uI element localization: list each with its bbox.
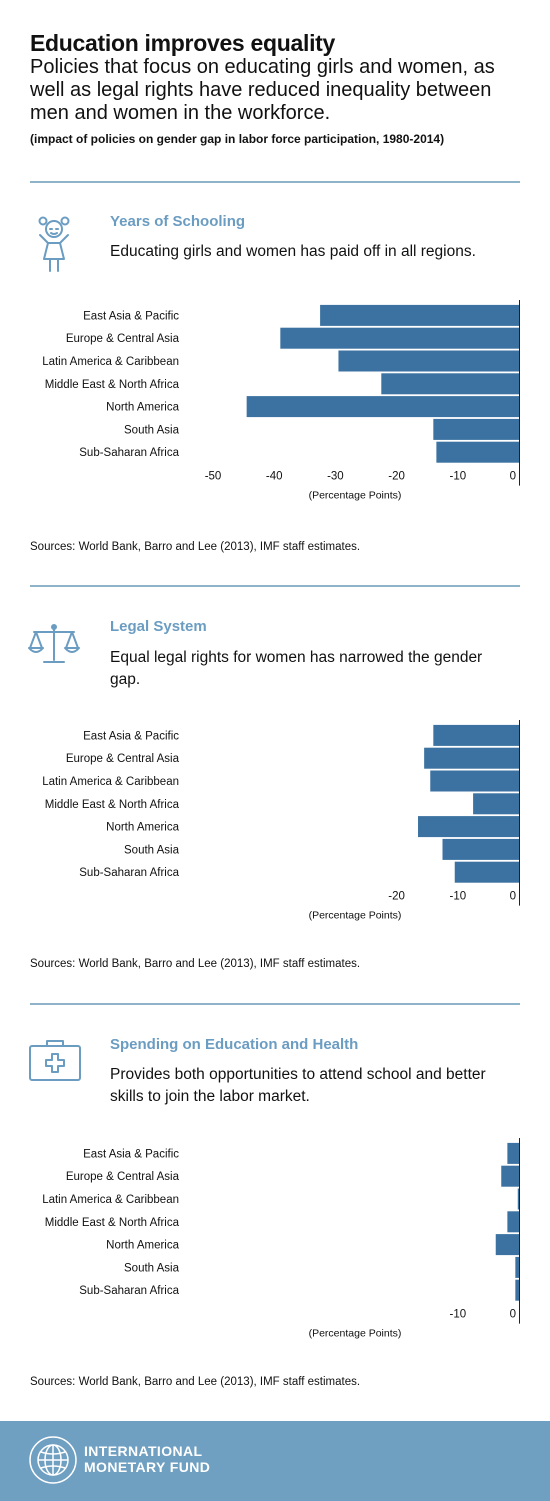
section-heading: Legal System xyxy=(110,618,207,635)
tick-label: -50 xyxy=(205,471,222,483)
category-label: Middle East & North Africa xyxy=(45,799,180,811)
category-label: Sub-Saharan Africa xyxy=(79,447,179,459)
page-note: (impact of policies on gender gap in lab… xyxy=(30,132,445,146)
bar xyxy=(430,770,519,792)
category-label: Middle East & North Africa xyxy=(45,1217,180,1229)
bar xyxy=(433,724,519,746)
bar xyxy=(517,1188,519,1210)
imf-seal-icon xyxy=(29,1436,77,1484)
category-label: North America xyxy=(106,1240,179,1252)
chart-spending: East Asia & Pacific Europe & Central Asia… xyxy=(42,1138,520,1340)
bar xyxy=(507,1211,519,1233)
section-divider xyxy=(30,1003,520,1005)
section-heading: Spending on Education and Health xyxy=(110,1036,359,1053)
axis-label: (Percentage Points) xyxy=(309,1328,402,1340)
category-label: Europe & Central Asia xyxy=(66,333,180,345)
axis-label: (Percentage Points) xyxy=(309,490,402,502)
category-label: South Asia xyxy=(124,424,180,436)
section-description: Educating girls and women has paid off i… xyxy=(110,243,476,260)
category-label: Latin America & Caribbean xyxy=(42,356,179,368)
category-label: Sub-Saharan Africa xyxy=(79,867,179,879)
bar xyxy=(495,1234,519,1256)
tick-label: -10 xyxy=(449,1309,466,1321)
category-label: Sub-Saharan Africa xyxy=(79,1285,179,1297)
category-label: East Asia & Pacific xyxy=(83,1148,179,1160)
footer: INTERNATIONAL MONETARY FUND xyxy=(0,1421,550,1501)
bar xyxy=(473,793,519,815)
bar xyxy=(280,327,519,349)
bar xyxy=(338,350,519,372)
bar xyxy=(246,396,519,418)
tick-label: -10 xyxy=(449,471,466,483)
tick-label: -10 xyxy=(449,891,466,903)
bar xyxy=(515,1256,519,1278)
tick-label: -30 xyxy=(327,471,344,483)
bar xyxy=(424,747,519,769)
category-label: Europe & Central Asia xyxy=(66,1171,180,1183)
bar xyxy=(442,838,519,860)
first-aid-kit-icon xyxy=(29,1040,81,1081)
bar xyxy=(436,441,519,463)
category-label: South Asia xyxy=(124,844,180,856)
section-divider xyxy=(30,181,520,183)
tick-label: 0 xyxy=(510,471,516,483)
axis-label: (Percentage Points) xyxy=(309,910,402,922)
section-divider xyxy=(30,585,520,587)
bar xyxy=(515,1279,519,1301)
tick-label: -40 xyxy=(266,471,283,483)
bar xyxy=(320,304,519,326)
bar xyxy=(381,373,519,395)
tick-label: -20 xyxy=(388,471,405,483)
category-label: Latin America & Caribbean xyxy=(42,1194,179,1206)
section-description: Provides both opportunities to attend sc… xyxy=(110,1066,486,1105)
bar xyxy=(507,1142,519,1164)
page-title: Education improves equality xyxy=(30,30,336,56)
tick-label: -20 xyxy=(388,891,405,903)
girl-icon xyxy=(38,216,70,272)
chart-schooling: East Asia & Pacific Europe & Central Asia… xyxy=(42,300,520,502)
chart-legal: East Asia & Pacific Europe & Central Asia… xyxy=(42,720,520,922)
bar xyxy=(454,861,519,883)
category-label: South Asia xyxy=(124,1262,180,1274)
scales-icon xyxy=(28,624,80,663)
bar xyxy=(418,816,519,838)
category-label: Middle East & North Africa xyxy=(45,379,180,391)
category-label: North America xyxy=(106,402,179,414)
page-subtitle: Policies that focus on educating girls a… xyxy=(30,56,495,124)
bar xyxy=(501,1165,519,1187)
section-description: Equal legal rights for women has narrowe… xyxy=(110,649,483,688)
tick-label: 0 xyxy=(510,891,516,903)
category-label: East Asia & Pacific xyxy=(83,730,179,742)
category-label: Latin America & Caribbean xyxy=(42,776,179,788)
bar xyxy=(433,418,519,440)
source-note: Sources: World Bank, Barro and Lee (2013… xyxy=(30,541,361,553)
source-note: Sources: World Bank, Barro and Lee (2013… xyxy=(30,1376,361,1388)
category-label: North America xyxy=(106,822,179,834)
tick-label: 0 xyxy=(510,1309,516,1321)
category-label: East Asia & Pacific xyxy=(83,310,179,322)
section-heading: Years of Schooling xyxy=(110,213,246,230)
category-label: Europe & Central Asia xyxy=(66,753,180,765)
source-note: Sources: World Bank, Barro and Lee (2013… xyxy=(30,958,361,970)
org-name: INTERNATIONAL MONETARY FUND xyxy=(84,1443,211,1475)
